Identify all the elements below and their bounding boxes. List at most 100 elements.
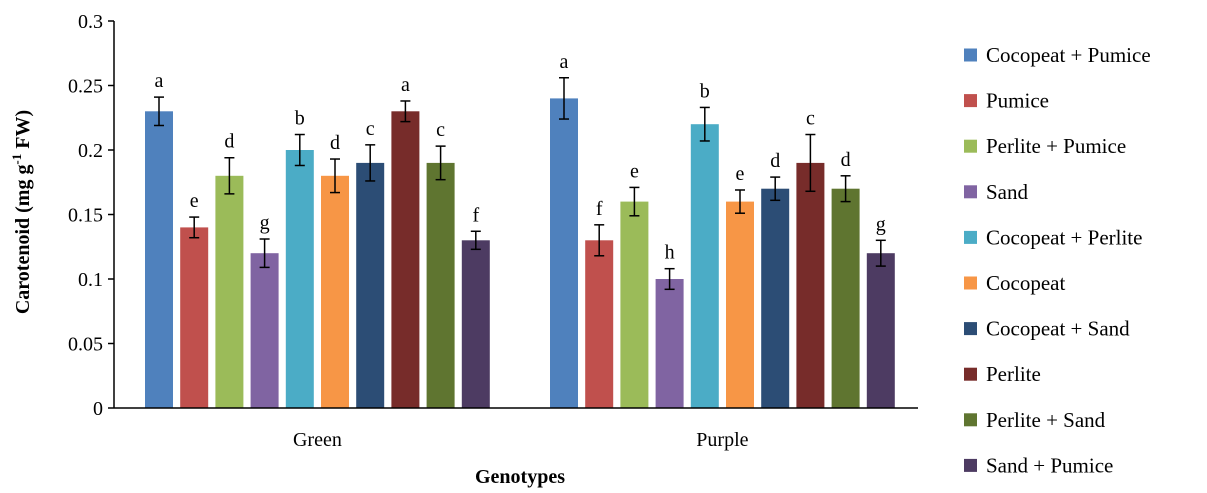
- significance-letter: e: [736, 163, 745, 185]
- error-bar: [470, 230, 481, 251]
- bar-green-8: [391, 111, 420, 409]
- legend-swatch: [964, 276, 977, 290]
- bar-purple-2: [585, 240, 614, 408]
- y-tick-label: 0.15: [68, 205, 103, 227]
- axes-layer: [108, 20, 918, 409]
- significance-letter: d: [330, 132, 340, 154]
- x-category-label: Green: [293, 429, 342, 451]
- legend-label: Pumice: [986, 89, 1049, 113]
- y-axis-title-tail: FW): [12, 110, 34, 154]
- significance-letter: g: [260, 212, 270, 234]
- y-tick-label: 0.25: [68, 76, 103, 98]
- error-bar: [435, 145, 446, 181]
- y-tick-label: 0.2: [78, 140, 103, 162]
- x-category-labels: Green Purple: [293, 429, 749, 451]
- legend: Cocopeat + Pumice Pumice Perlite + Pumice S…: [964, 43, 1151, 477]
- significance-letter: b: [295, 108, 305, 130]
- significance-letter: a: [401, 74, 410, 96]
- legend-label: Perlite + Sand: [986, 408, 1106, 432]
- error-bar: [840, 175, 851, 203]
- error-bar: [189, 216, 200, 239]
- legend-label: Cocopeat: [986, 271, 1065, 295]
- significance-letter: a: [560, 51, 569, 73]
- error-bar: [154, 96, 164, 127]
- significance-letter: c: [806, 108, 815, 130]
- error-bar: [735, 189, 745, 214]
- significance-letter: e: [190, 190, 199, 212]
- legend-swatch: [964, 185, 977, 199]
- legend-swatch: [964, 230, 977, 244]
- error-bar: [330, 158, 340, 194]
- bar-green-2: [180, 227, 209, 408]
- legend-swatch: [964, 413, 977, 427]
- legend-item: Cocopeat + Pumice: [964, 43, 1151, 67]
- x-axis-title: Genotypes: [475, 466, 565, 488]
- legend-label: Cocopeat + Pumice: [986, 43, 1151, 67]
- significance-letter: d: [224, 131, 234, 153]
- significance-letters-layer: a e d g b d c a c f a f e h b e d c d g: [155, 51, 886, 264]
- legend-item: Perlite + Sand: [964, 408, 1106, 432]
- bar-green-3: [215, 175, 244, 408]
- error-bar: [224, 156, 235, 195]
- bar-green-10: [461, 240, 490, 408]
- legend-item: Sand + Pumice: [964, 453, 1113, 477]
- bar-purple-3: [620, 201, 649, 408]
- bar-green-5: [285, 150, 314, 408]
- legend-label: Sand + Pumice: [986, 453, 1113, 477]
- bar-purple-4: [655, 279, 684, 408]
- legend-item: Cocopeat: [964, 271, 1065, 295]
- error-bar: [699, 106, 710, 142]
- error-bar: [400, 100, 411, 123]
- significance-letter: f: [596, 198, 603, 220]
- bar-purple-5: [690, 124, 719, 408]
- error-bar: [629, 186, 640, 217]
- significance-letter: g: [876, 213, 886, 235]
- bars-layer: [145, 98, 895, 409]
- significance-letter: c: [366, 118, 375, 140]
- significance-letter: d: [841, 149, 851, 171]
- legend-label: Perlite: [986, 362, 1041, 386]
- significance-letter: b: [700, 80, 710, 102]
- y-tick-label: 0.1: [78, 269, 103, 291]
- error-bar: [770, 176, 781, 202]
- y-tick-label: 0.3: [78, 11, 103, 33]
- legend-swatch: [964, 94, 977, 108]
- error-bar: [664, 267, 675, 291]
- bar-green-6: [321, 175, 349, 408]
- legend-swatch: [964, 48, 977, 62]
- legend-swatch: [964, 367, 977, 381]
- bar-purple-10: [866, 253, 895, 408]
- y-axis-title-main: Carotenoid (mg g: [12, 165, 34, 315]
- legend-item: Perlite: [964, 362, 1041, 386]
- bar-purple-8: [796, 162, 825, 408]
- error-bar: [594, 224, 605, 257]
- y-axis-title: Carotenoid (mg g-1 FW): [9, 110, 34, 314]
- x-category-label: Purple: [696, 429, 748, 451]
- significance-letter: c: [436, 119, 445, 141]
- error-bar: [559, 77, 569, 120]
- bar-purple-1: [550, 98, 578, 409]
- legend-label: Cocopeat + Perlite: [986, 225, 1142, 249]
- error-bar: [259, 238, 270, 269]
- significance-letter: f: [472, 204, 479, 226]
- significance-letter: a: [155, 70, 164, 92]
- error-bar: [294, 133, 305, 167]
- error-bar: [365, 144, 376, 182]
- legend-swatch: [964, 458, 977, 472]
- bar-green-9: [426, 162, 455, 408]
- legend-item: Sand: [964, 180, 1029, 204]
- bar-purple-9: [831, 188, 860, 408]
- y-tick-label: 0: [93, 398, 103, 420]
- legend-item: Perlite + Pumice: [964, 134, 1126, 158]
- legend-label: Perlite + Pumice: [986, 134, 1126, 158]
- significance-letter: e: [630, 160, 639, 182]
- bar-purple-7: [761, 188, 790, 408]
- legend-item: Pumice: [964, 89, 1049, 113]
- legend-item: Cocopeat + Perlite: [964, 225, 1142, 249]
- bar-purple-6: [726, 201, 754, 408]
- legend-item: Cocopeat + Sand: [964, 317, 1130, 341]
- error-bar: [805, 133, 816, 193]
- legend-label: Cocopeat + Sand: [986, 317, 1130, 341]
- error-bar: [875, 239, 886, 267]
